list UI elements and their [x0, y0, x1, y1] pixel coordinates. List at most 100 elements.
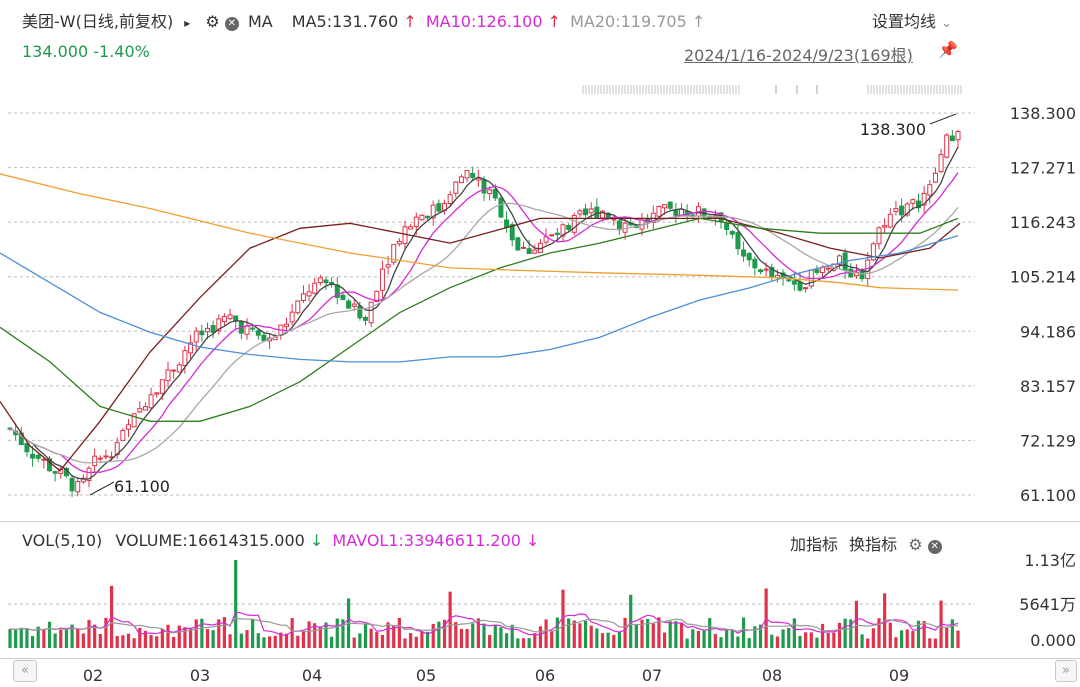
ma20-value: MA20:119.705	[570, 12, 687, 31]
candle-body	[899, 205, 905, 216]
volume-bar	[217, 619, 221, 648]
volume-bar	[578, 623, 582, 648]
volume-bar	[177, 625, 181, 648]
candle-body	[526, 248, 532, 255]
close-icon[interactable]: ✕	[224, 17, 239, 31]
scroll-right-button[interactable]: »	[1055, 660, 1077, 682]
candle-body	[741, 249, 747, 257]
candle-body	[786, 279, 792, 282]
gear-icon[interactable]: ⚙	[205, 12, 220, 31]
candle-body	[729, 230, 735, 235]
volume-bar	[437, 621, 441, 648]
candle-body	[735, 232, 741, 250]
candles	[7, 129, 961, 497]
vol-label: VOL(5,10)	[22, 531, 103, 550]
candle-body	[470, 172, 476, 179]
candle-body	[882, 225, 888, 228]
mavol1-value: MAVOL1:33946611.200	[332, 531, 521, 550]
volume-header: VOL(5,10) VOLUME:16614315.000 ↓ MAVOL1:3…	[22, 531, 539, 550]
candle-body	[458, 176, 464, 184]
volume-bar	[296, 635, 300, 648]
candle-body	[193, 330, 199, 343]
volume-bar	[600, 633, 605, 648]
volume-bar	[397, 617, 401, 648]
candle-body	[24, 443, 30, 453]
candle-body	[910, 199, 916, 204]
candle-body	[52, 471, 58, 474]
candle-body	[289, 311, 295, 323]
volume-bar	[521, 638, 526, 648]
candle-body	[825, 267, 831, 270]
candle-body	[746, 253, 752, 261]
candle-body	[492, 188, 498, 199]
volume-gear-icon[interactable]: ⚙	[908, 535, 923, 554]
candle-body	[549, 234, 555, 237]
volume-bar	[121, 635, 125, 648]
volume-bar	[719, 637, 723, 648]
price-tick-label: 61.100	[1020, 486, 1076, 505]
volume-close-icon[interactable]: ✕	[927, 540, 942, 554]
candle-body	[921, 192, 927, 206]
candle-body	[481, 179, 487, 194]
volume-bar	[222, 617, 227, 648]
axis-divider	[0, 658, 1080, 659]
candle-body	[340, 294, 346, 301]
volume-bar	[19, 627, 23, 648]
x-axis: 02 03 04 05 06 07 08 09	[83, 666, 909, 685]
candle-body	[927, 184, 933, 196]
volume-bar	[126, 633, 131, 648]
candle-body	[92, 455, 98, 467]
volume-bar	[256, 633, 260, 648]
volume-bar	[815, 637, 819, 648]
switch-indicator-button[interactable]: 换指标	[849, 535, 898, 554]
add-indicator-button[interactable]: 加指标	[790, 535, 839, 554]
volume-bar	[657, 617, 661, 648]
stock-header: 美团-W(日线,前复权) ▸ ⚙ ✕ MA MA5:131.760 ↑ MA10…	[22, 8, 705, 32]
volume-bar	[764, 588, 768, 648]
volume-bar	[516, 638, 520, 648]
candle-body	[594, 206, 600, 218]
volume-value: VOLUME:16614315.000	[115, 531, 305, 550]
volume-bar	[950, 619, 954, 648]
candle-body	[430, 204, 436, 219]
volume-bar	[702, 629, 706, 648]
volume-bar	[335, 618, 339, 648]
ma5-value: MA5:131.760	[291, 12, 399, 31]
volume-bar	[860, 634, 864, 648]
volume-bar	[527, 638, 531, 648]
volume-bar	[730, 629, 734, 648]
expand-icon[interactable]: ▸	[184, 16, 191, 30]
volume-bar	[866, 638, 870, 648]
pin-icon[interactable]: 📌	[938, 40, 958, 59]
high-label: 138.300	[860, 120, 926, 139]
candle-body	[447, 194, 453, 204]
volume-bar	[369, 628, 373, 648]
volume-bar	[414, 636, 418, 648]
volume-bar	[459, 628, 464, 648]
volume-bar	[809, 632, 813, 648]
ma-settings-button[interactable]: 设置均线 ⌄	[872, 8, 952, 32]
scroll-left-button[interactable]: «	[13, 660, 37, 682]
price-tick-label: 138.300	[1010, 104, 1076, 123]
low-pointer	[89, 481, 115, 496]
volume-bar	[42, 628, 46, 648]
date-range[interactable]: 2024/1/16-2024/9/23(169根)	[684, 46, 913, 65]
candle-body	[159, 379, 165, 394]
ma10-arrow: ↑	[547, 12, 562, 31]
volume-bar	[363, 624, 368, 648]
candle-body	[436, 203, 442, 212]
candle-body	[515, 237, 521, 251]
volume-bar	[629, 594, 633, 648]
volume-axis: 1.13亿 5641万 0.000	[1019, 551, 1076, 650]
candle-body	[142, 406, 148, 411]
volume-bar	[583, 620, 588, 648]
candle-body	[571, 215, 577, 233]
candle-body	[216, 318, 222, 332]
candle-body	[932, 172, 938, 183]
volume-bar	[409, 633, 413, 648]
x-tick-label: 09	[889, 666, 909, 685]
price-tick-label: 127.271	[1010, 159, 1076, 178]
candle-body	[464, 170, 470, 179]
ma120-line	[0, 235, 959, 363]
volume-bar	[330, 636, 334, 648]
